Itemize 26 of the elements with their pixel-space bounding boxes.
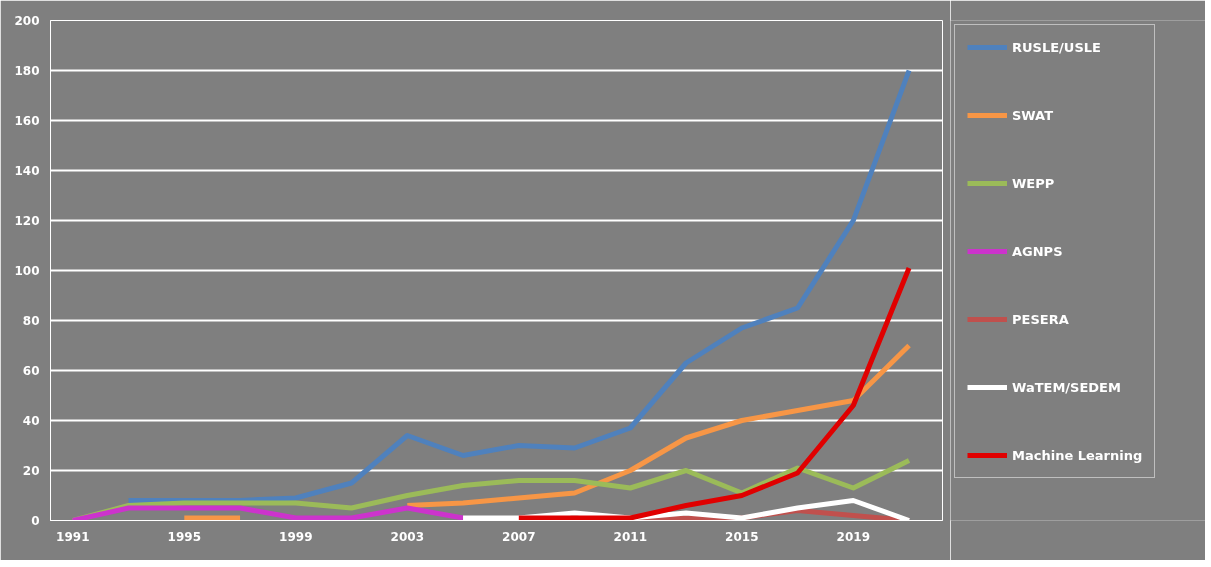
legend-label: AGNPS <box>1012 243 1063 259</box>
y-tick-label: 180 <box>14 64 40 78</box>
x-tick-label: 2007 <box>502 529 536 544</box>
y-tick-label: 100 <box>14 264 40 278</box>
y-tick-label: 0 <box>31 514 40 528</box>
legend-label: WaTEM/SEDEM <box>1012 379 1121 395</box>
y-tick-label: 200 <box>14 14 40 28</box>
x-tick-label: 1991 <box>56 529 90 544</box>
legend-label: WEPP <box>1012 175 1055 191</box>
x-tick-label: 1995 <box>167 529 202 544</box>
legend-label: PESERA <box>1012 311 1069 327</box>
y-tick-label: 40 <box>22 414 40 428</box>
y-tick-label: 60 <box>22 364 40 378</box>
y-tick-label: 120 <box>14 214 40 228</box>
y-tick-label: 160 <box>14 114 40 128</box>
y-tick-label: 20 <box>22 464 40 478</box>
legend-label: Machine Learning <box>1012 447 1143 463</box>
x-tick-label: 2019 <box>836 529 871 544</box>
y-tick-label: 140 <box>14 164 40 178</box>
x-tick-label: 1999 <box>279 529 313 544</box>
x-tick-label: 2011 <box>613 529 648 544</box>
x-tick-label: 2015 <box>725 529 759 544</box>
legend-label: RUSLE/USLE <box>1012 39 1101 55</box>
x-tick-label: 2003 <box>390 529 425 544</box>
y-tick-label: 80 <box>22 314 40 328</box>
legend-label: SWAT <box>1012 107 1054 123</box>
